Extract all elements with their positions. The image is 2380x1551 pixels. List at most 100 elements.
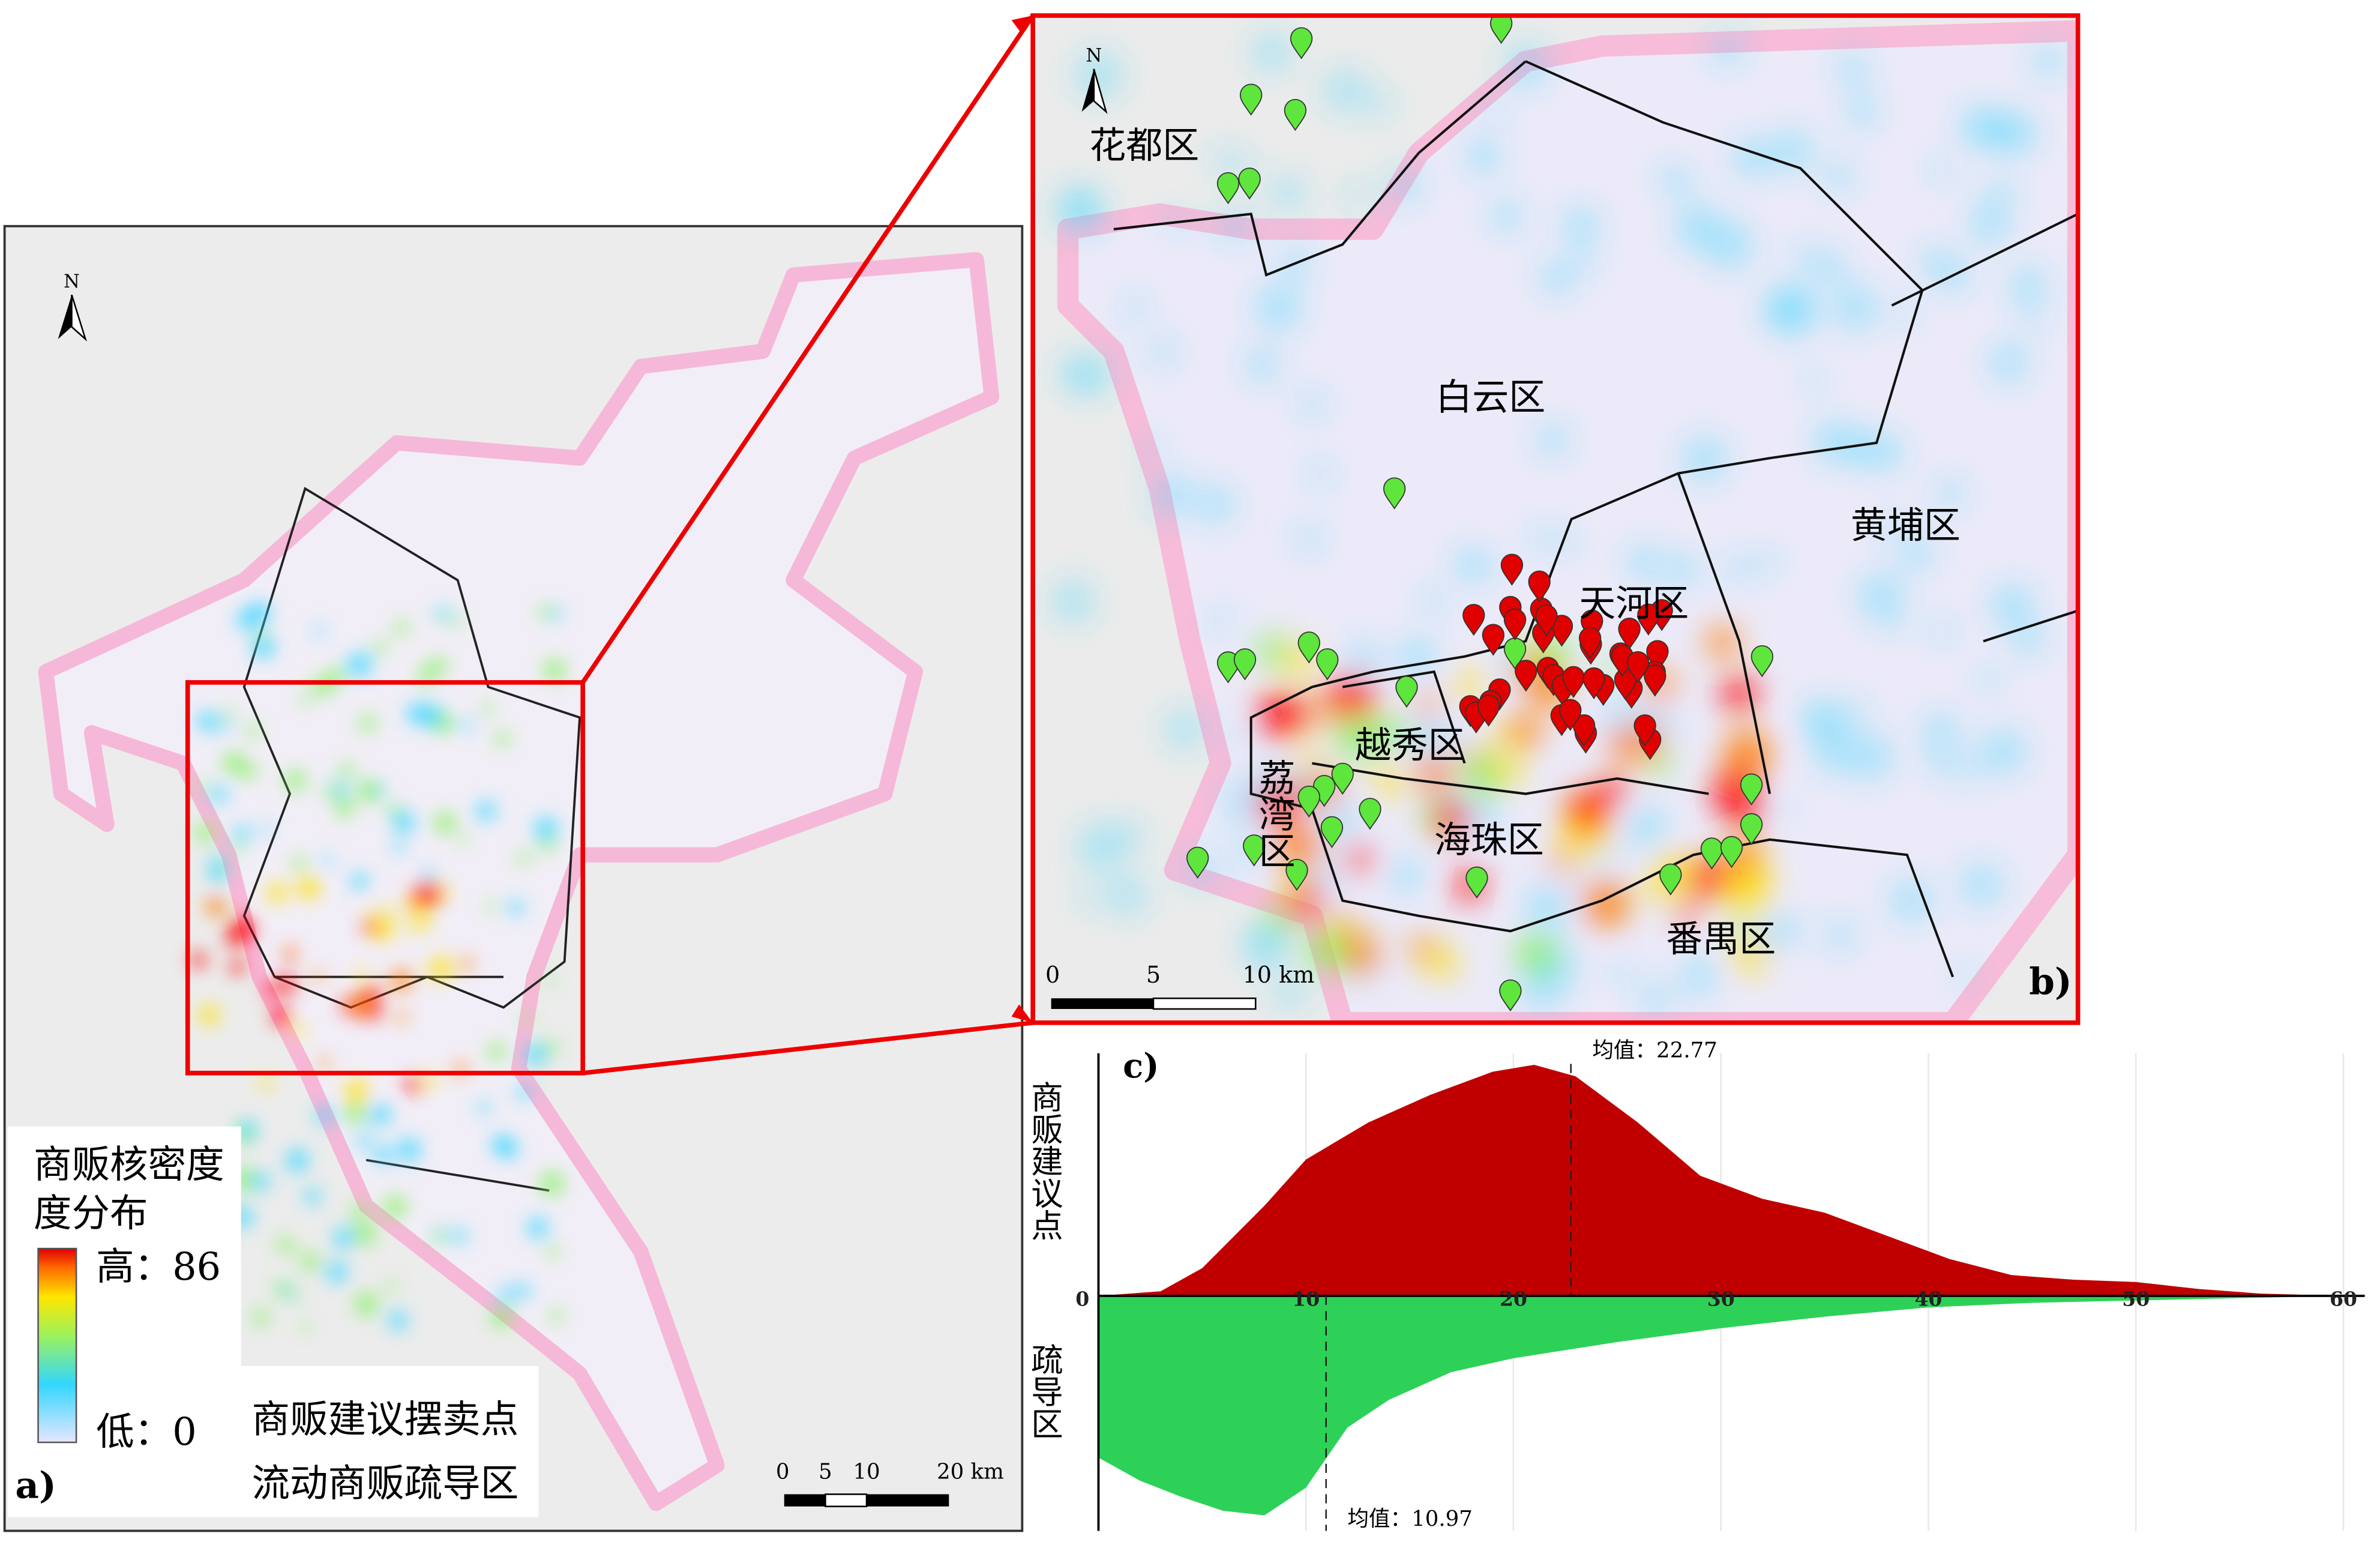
density-spot [415, 912, 432, 929]
density-spot [1212, 148, 1237, 172]
density-spot [1639, 983, 1672, 1015]
density-spot [259, 1076, 272, 1089]
density-spot [254, 632, 266, 643]
density-spot [391, 970, 412, 991]
density-spot [407, 921, 418, 933]
density-spot [422, 869, 436, 884]
density-spot [313, 676, 333, 696]
density-spot [1150, 474, 1192, 517]
marker-pin [1637, 603, 1660, 636]
density-spot [1409, 716, 1455, 763]
x-tick-label: 30 [1707, 1287, 1735, 1311]
density-spot [1410, 936, 1435, 961]
mean-label: 均值：22.77 [1592, 1038, 1717, 1063]
density-spot [1613, 960, 1635, 983]
north-arrow [71, 294, 87, 342]
density-spot [197, 781, 209, 792]
density-spot [234, 840, 245, 852]
density-spot [1366, 92, 1391, 116]
density-area [1098, 1295, 2343, 1516]
legend-item: 商贩建议摆卖点 [251, 1397, 518, 1441]
density-spot [347, 652, 372, 677]
density-spot [196, 824, 215, 843]
density-spot [394, 621, 409, 635]
density-spot [1623, 806, 1669, 852]
density-spot [368, 903, 378, 913]
density-spot [322, 857, 332, 867]
density-spot [286, 1149, 308, 1172]
scale-label: 5 [1146, 962, 1161, 988]
density-spot [1726, 556, 1752, 582]
density-spot [333, 1227, 354, 1248]
density-spot [1217, 208, 1251, 242]
density-spot [356, 1000, 365, 1010]
density-spot [313, 971, 324, 982]
density-spot [226, 926, 247, 947]
density-spot [1346, 184, 1369, 208]
density-spot [284, 952, 295, 962]
series-label: 疏导区 [1026, 1343, 1063, 1439]
legend-box [241, 1366, 539, 1517]
density-spot [293, 1025, 305, 1037]
scale-label: 20 km [937, 1459, 1004, 1484]
density-spot [487, 901, 497, 912]
density-spot [419, 664, 434, 681]
density-spot [1397, 637, 1438, 679]
density-spot [1142, 439, 1161, 458]
density-spot [1257, 635, 1289, 667]
legend-high: 高：86 [96, 1244, 221, 1289]
marker-pin [1216, 172, 1240, 205]
marker-pin [1499, 979, 1522, 1012]
density-spot [544, 975, 555, 985]
density-spot [1847, 701, 1868, 723]
density-spot [460, 957, 473, 970]
density-spot [1258, 693, 1305, 739]
density-spot [1832, 285, 1879, 331]
density-spot [1387, 857, 1423, 893]
density-spot [1928, 750, 1955, 777]
marker-pin [1528, 570, 1551, 603]
density-spot [1707, 626, 1738, 658]
density-spot [540, 1172, 564, 1196]
marker-pin [1489, 15, 1513, 44]
markers [1186, 15, 1774, 1012]
density-spot [253, 1309, 269, 1326]
density-spot [1845, 95, 1878, 128]
density-spot [1079, 888, 1099, 908]
density-spot [1536, 424, 1569, 457]
density-spot [1755, 920, 1789, 953]
density-spot [1059, 353, 1099, 393]
density-spot [277, 1236, 294, 1253]
density-spot [1245, 348, 1279, 382]
density-spot [418, 704, 442, 727]
density-spot [517, 1085, 532, 1100]
density-spot [383, 1195, 406, 1218]
x-tick-label: 20 [1500, 1287, 1527, 1311]
density-spot [335, 795, 353, 815]
density-spot [1490, 199, 1523, 233]
panel-label: a) [15, 1464, 56, 1507]
density-surface [190, 601, 565, 1332]
map-a [4, 226, 1023, 1531]
north-arrow [58, 295, 72, 339]
density-spot [495, 731, 510, 746]
density-spot [515, 1283, 531, 1298]
density-spot [1491, 757, 1521, 786]
marker-pin [1477, 694, 1500, 727]
density-spot [524, 1044, 546, 1066]
density-spot [372, 641, 386, 655]
density-spot [1508, 714, 1542, 747]
density-spot [1273, 977, 1306, 1010]
density-spot [1230, 724, 1249, 743]
zoom-connector [581, 14, 1035, 1076]
density-spot [404, 1076, 422, 1094]
density-spot [1457, 795, 1499, 838]
density-spot [433, 1231, 446, 1244]
density-spot [329, 667, 346, 684]
density-spot [1196, 485, 1235, 524]
marker-pin [1285, 858, 1308, 891]
density-spot [476, 801, 496, 821]
density-spot [429, 957, 452, 980]
density-spot [1211, 610, 1233, 632]
